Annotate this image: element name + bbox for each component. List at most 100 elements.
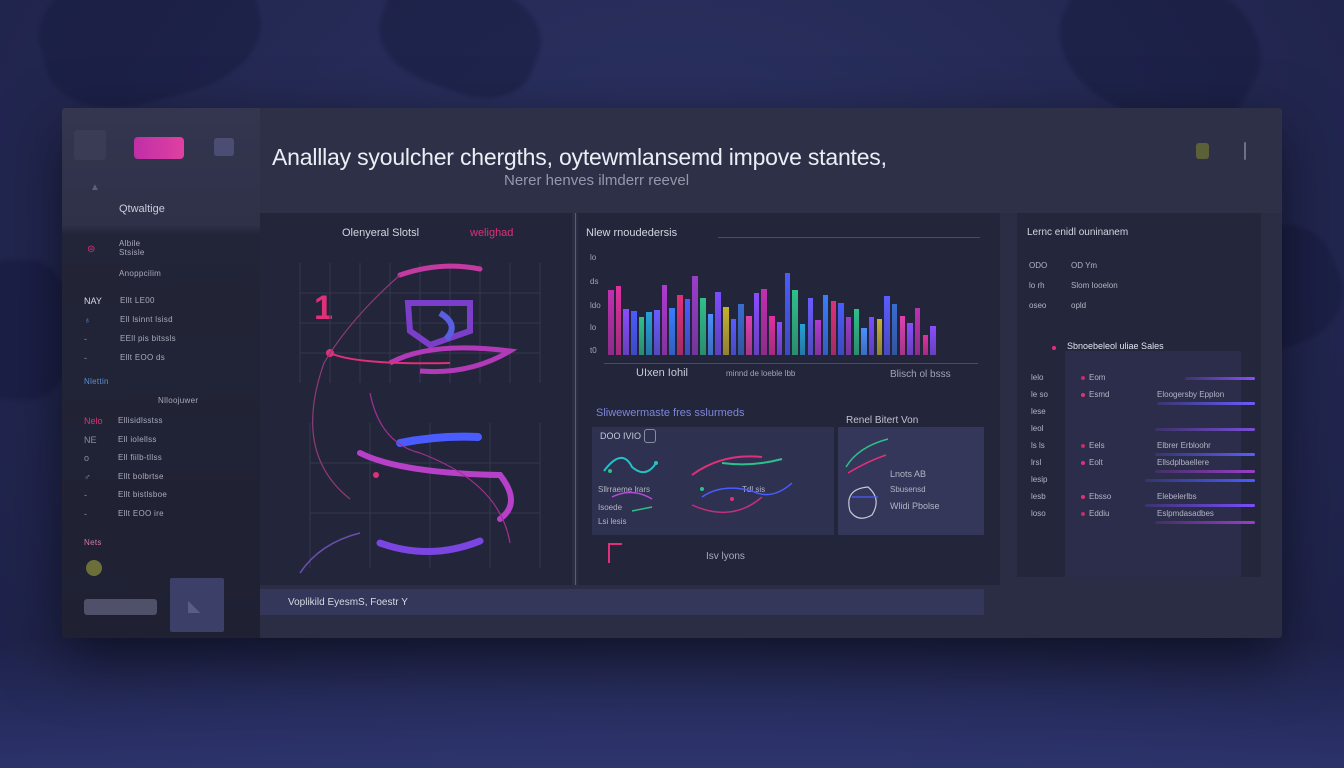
menu-handle[interactable]: [1244, 142, 1246, 160]
bar-chart-bar[interactable]: [830, 301, 837, 355]
sidebar-list-marker: -: [84, 334, 87, 344]
bar-chart-bar[interactable]: [677, 295, 683, 355]
bar-chart-bar[interactable]: [615, 285, 622, 355]
streams-label: Lsi lesis: [598, 517, 627, 526]
sidebar-footer-tile[interactable]: [170, 578, 224, 632]
background-shape: [0, 260, 70, 400]
bar-chart-bar[interactable]: [907, 323, 913, 355]
sidebar-list-item[interactable]: Ellt LE00: [120, 296, 155, 305]
bar-chart-bar[interactable]: [669, 307, 675, 355]
sidebar-list-item[interactable]: Ell iolellss: [118, 434, 157, 444]
bar-chart-bar[interactable]: [654, 309, 660, 355]
sidebar-footer-button[interactable]: [84, 599, 157, 615]
bar-chart-bar[interactable]: [769, 315, 775, 355]
page-header: Analllay syoulcher chergths, oytewmlanse…: [260, 108, 1282, 213]
row-value: Eslpmdasadbes: [1157, 509, 1214, 518]
sidebar-item-apps[interactable]: Anoppcilim: [119, 269, 162, 278]
sidebar-list-item[interactable]: Ellt bistlsboe: [118, 490, 168, 499]
bar-chart-bar[interactable]: [876, 319, 883, 355]
bar-chart-bar[interactable]: [807, 298, 814, 355]
row-label[interactable]: Eolt: [1089, 458, 1103, 467]
bar-chart-bar[interactable]: [684, 299, 691, 355]
row-number: lesip: [1031, 475, 1048, 484]
bar-chart-bar[interactable]: [761, 288, 767, 355]
row-label[interactable]: Eels: [1089, 441, 1105, 450]
sidebar-list-item[interactable]: Ellt bolbrtse: [118, 471, 164, 481]
row-bar: [1185, 377, 1255, 380]
bar-chart-bar[interactable]: [730, 318, 737, 355]
mini-chart: Lnots AB Sbusensd Wlidi Pbolse: [838, 427, 984, 535]
streams-lines: [603, 455, 793, 514]
app-window: ▲ Qtwaltige ⊜ Albile Stsisle Anoppcilim …: [62, 108, 1282, 638]
sidebar-list-item[interactable]: Ell lsinnt lsisd: [120, 315, 173, 324]
bar-chart-bar[interactable]: [799, 324, 806, 355]
row-label[interactable]: Esmd: [1089, 390, 1110, 399]
sidebar-list-marker: ♂: [84, 471, 91, 482]
sidebar-item-profile[interactable]: Albile Stsisle: [119, 239, 145, 257]
bar-chart-bar[interactable]: [891, 304, 898, 355]
row-bar: [1157, 402, 1255, 405]
row-number: lelo: [1031, 373, 1044, 382]
bar-chart-bar[interactable]: [646, 311, 652, 355]
bar-chart-bar[interactable]: [631, 310, 637, 355]
bar-chart-bar[interactable]: [608, 289, 614, 355]
row-number: loso: [1031, 509, 1046, 518]
bar-chart-bar[interactable]: [815, 320, 821, 355]
row-label[interactable]: Ebsso: [1089, 492, 1112, 501]
bar-chart-bar[interactable]: [715, 291, 721, 355]
bar-chart-bar[interactable]: [623, 308, 629, 355]
toggle-box[interactable]: [644, 429, 656, 443]
bar-chart-bar[interactable]: [861, 328, 867, 355]
bar-chart-bar[interactable]: [868, 316, 875, 355]
panel-divider: [575, 213, 576, 585]
bar-chart-bar[interactable]: [638, 316, 645, 355]
bar-chart-bar[interactable]: [899, 315, 906, 355]
sidebar-list-item[interactable]: EEll pis bitssls: [120, 334, 176, 343]
streams-label: Sllrraeme lrars: [598, 485, 651, 494]
metric-code: oseo: [1029, 301, 1047, 310]
sidebar-section-label: Qtwaltige: [119, 203, 165, 215]
bar-chart-bar[interactable]: [738, 304, 744, 355]
sidebar-list-item[interactable]: Ellt EOO ds: [120, 353, 166, 362]
row-bar: [1145, 504, 1255, 507]
window-control[interactable]: [74, 130, 106, 160]
bar-chart-bar[interactable]: [692, 276, 698, 355]
background-shape: [366, 0, 554, 115]
bar-chart-bar[interactable]: [723, 307, 729, 355]
x-axis-label: UIxen Iohil: [636, 367, 688, 379]
sidebar-list-item[interactable]: Ellt EOO ire: [118, 508, 164, 518]
bar-chart-bar[interactable]: [792, 289, 798, 355]
panel-overview: Olenyeral Slotsl welighad 1: [260, 213, 572, 585]
bar-chart-bar[interactable]: [884, 296, 890, 355]
panel-title-accent: welighad: [470, 227, 514, 239]
tab-indicator[interactable]: [214, 138, 234, 156]
status-dot: [86, 560, 102, 576]
bar-chart-bar[interactable]: [930, 326, 936, 355]
bar-chart-bar[interactable]: [853, 308, 860, 355]
bar-chart-bar[interactable]: [845, 316, 852, 355]
row-value: Elbrer Erbloohr: [1157, 441, 1211, 450]
row-label[interactable]: Eom: [1089, 373, 1106, 382]
panel-marker-number: 1: [314, 289, 333, 327]
bar-chart-bar[interactable]: [838, 303, 844, 355]
legend-marker: [608, 543, 622, 563]
metric-label: opld: [1071, 301, 1087, 310]
bar-chart-bar[interactable]: [707, 313, 714, 355]
sidebar-list-item[interactable]: Ell fiilb-tllss: [118, 453, 163, 462]
sidebar-list-item[interactable]: Ellisidlsstss: [118, 416, 163, 425]
bar-chart-bar[interactable]: [700, 298, 706, 355]
bar-chart-bar[interactable]: [914, 307, 921, 355]
title-underline: [718, 237, 980, 238]
row-label[interactable]: Eddiu: [1089, 509, 1110, 518]
bar-chart-bar[interactable]: [822, 294, 829, 355]
collapse-icon[interactable]: ◣: [188, 598, 201, 615]
active-tab-indicator[interactable]: [134, 137, 184, 159]
bar-chart-bar[interactable]: [746, 315, 752, 355]
bar-chart-bar[interactable]: [784, 273, 791, 355]
bar-chart-bar[interactable]: [922, 334, 929, 355]
sidebar-group-label: Nlettin: [84, 377, 109, 386]
streams-title: Sliwewermaste fres sslurmeds: [596, 407, 745, 419]
bar-chart-bar[interactable]: [776, 322, 783, 355]
bar-chart-bar[interactable]: [753, 292, 760, 355]
bar-chart-bar[interactable]: [661, 284, 668, 355]
